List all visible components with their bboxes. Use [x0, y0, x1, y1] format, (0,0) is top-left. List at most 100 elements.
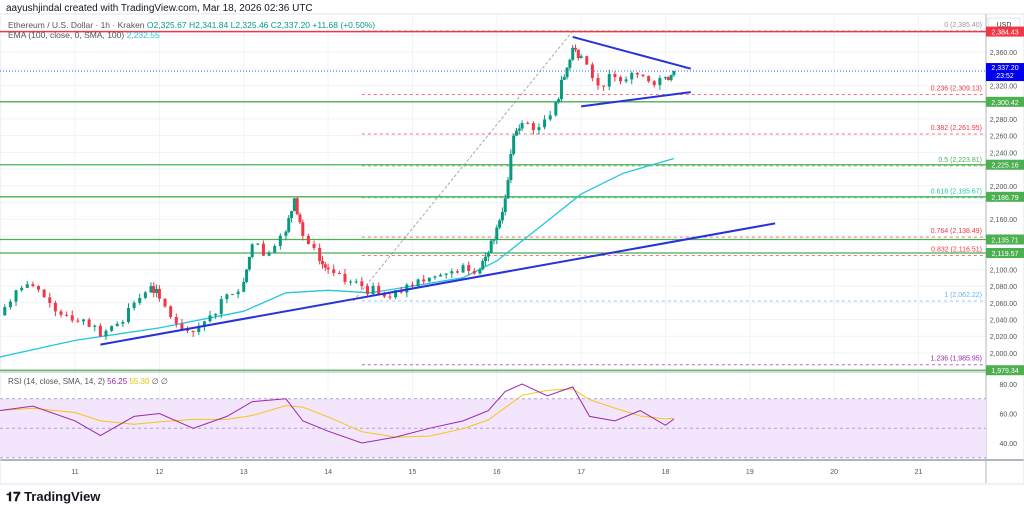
- candle: [312, 243, 316, 248]
- currency-label: USD: [997, 22, 1012, 29]
- price-tick: 2,080.00: [990, 284, 1017, 291]
- candle: [647, 76, 651, 82]
- price-label: 2,225.16: [991, 163, 1018, 170]
- price-tick: 2,100.00: [990, 267, 1017, 274]
- candle: [261, 243, 265, 256]
- candle: [590, 64, 594, 78]
- ema-label[interactable]: EMA (100, close, 0, SMA, 100): [8, 30, 125, 40]
- date-tick: 14: [324, 469, 332, 476]
- fib-trend-line: [353, 30, 574, 302]
- date-tick: 18: [662, 469, 670, 476]
- candle: [250, 244, 254, 257]
- candle: [444, 273, 448, 275]
- candle: [290, 211, 294, 219]
- candle: [82, 319, 86, 322]
- low-value: L2,325.46: [230, 20, 269, 30]
- price-label: 2,186.79: [991, 195, 1018, 202]
- date-tick: 17: [577, 469, 585, 476]
- candle: [318, 247, 322, 261]
- candle: [422, 279, 426, 282]
- countdown-label: 23:52: [996, 73, 1014, 80]
- candle: [559, 79, 563, 100]
- candle: [585, 56, 589, 65]
- candle: [186, 329, 190, 331]
- tv-logo-icon: 𝟏𝟕: [6, 489, 25, 504]
- price-label-box: [986, 26, 1024, 37]
- candle: [295, 198, 299, 215]
- candle: [450, 271, 454, 274]
- price-tick: 2,240.00: [990, 150, 1017, 157]
- candle: [301, 222, 305, 236]
- candle: [306, 235, 310, 244]
- candle: [8, 301, 12, 308]
- chart-credit: aayushjindal created with TradingView.co…: [6, 3, 313, 14]
- date-tick: 16: [493, 469, 501, 476]
- candle: [619, 77, 623, 82]
- candle: [25, 284, 29, 288]
- rsi-value: 56.25: [107, 377, 128, 386]
- candle: [382, 294, 386, 297]
- candle: [284, 231, 288, 236]
- fib-level-label: 0.618 (2,185.67): [931, 189, 982, 196]
- candle: [31, 284, 35, 287]
- date-tick: 15: [409, 469, 417, 476]
- candle: [455, 271, 459, 273]
- candle: [652, 81, 656, 86]
- candle: [48, 297, 52, 303]
- candle: [562, 77, 566, 80]
- price-label-box: [986, 234, 1024, 245]
- rsi-line: [0, 383, 675, 444]
- price-tick: 2,000.00: [990, 351, 1017, 358]
- symbol-legend: Ethereum / U.S. Dollar · 1h · Kraken O2,…: [8, 20, 375, 40]
- candle: [110, 326, 114, 331]
- price-label: 2,135.71: [991, 238, 1018, 245]
- candle: [641, 74, 645, 77]
- fib-level-label: 0.382 (2,261.95): [931, 125, 982, 132]
- price-label-box: [986, 365, 1024, 376]
- candle: [489, 240, 493, 253]
- chart-frame: [0, 13, 1024, 485]
- candle: [365, 286, 369, 295]
- candle: [360, 281, 364, 287]
- price-tick: 2,360.00: [990, 50, 1017, 57]
- candle: [191, 330, 195, 333]
- candle: [607, 74, 611, 87]
- candle: [439, 274, 443, 277]
- candle: [219, 299, 223, 314]
- candle: [163, 298, 167, 307]
- candle: [155, 288, 159, 293]
- date-tick: 21: [915, 469, 923, 476]
- candle: [247, 256, 251, 270]
- price-tick: 2,060.00: [990, 301, 1017, 308]
- candle: [576, 49, 580, 59]
- candle: [543, 119, 547, 128]
- date-tick: 11: [71, 469, 78, 476]
- candle: [394, 290, 398, 298]
- tradingview-logo[interactable]: 𝟏𝟕 TradingView: [6, 489, 100, 505]
- candle: [278, 235, 282, 246]
- candle: [666, 77, 670, 80]
- candle: [531, 123, 535, 131]
- candle: [613, 74, 617, 78]
- candle: [225, 294, 229, 300]
- candle: [337, 273, 341, 275]
- candle: [273, 245, 277, 253]
- trend-line: [100, 222, 776, 346]
- candle: [377, 285, 381, 295]
- candle: [349, 281, 353, 283]
- candle: [554, 102, 558, 116]
- candle: [126, 308, 130, 323]
- candle: [433, 276, 437, 278]
- candle: [65, 314, 69, 316]
- price-label: 2,384.43: [991, 30, 1018, 37]
- candle: [630, 72, 634, 80]
- date-tick: 20: [830, 469, 838, 476]
- candle: [354, 281, 358, 283]
- candle: [115, 323, 119, 327]
- candle: [512, 135, 516, 155]
- candle: [602, 85, 606, 87]
- rsi-label[interactable]: RSI (14, close, SMA, 14, 2): [8, 377, 105, 386]
- symbol-name[interactable]: Ethereum / U.S. Dollar · 1h · Kraken: [8, 20, 145, 30]
- candle: [658, 78, 662, 86]
